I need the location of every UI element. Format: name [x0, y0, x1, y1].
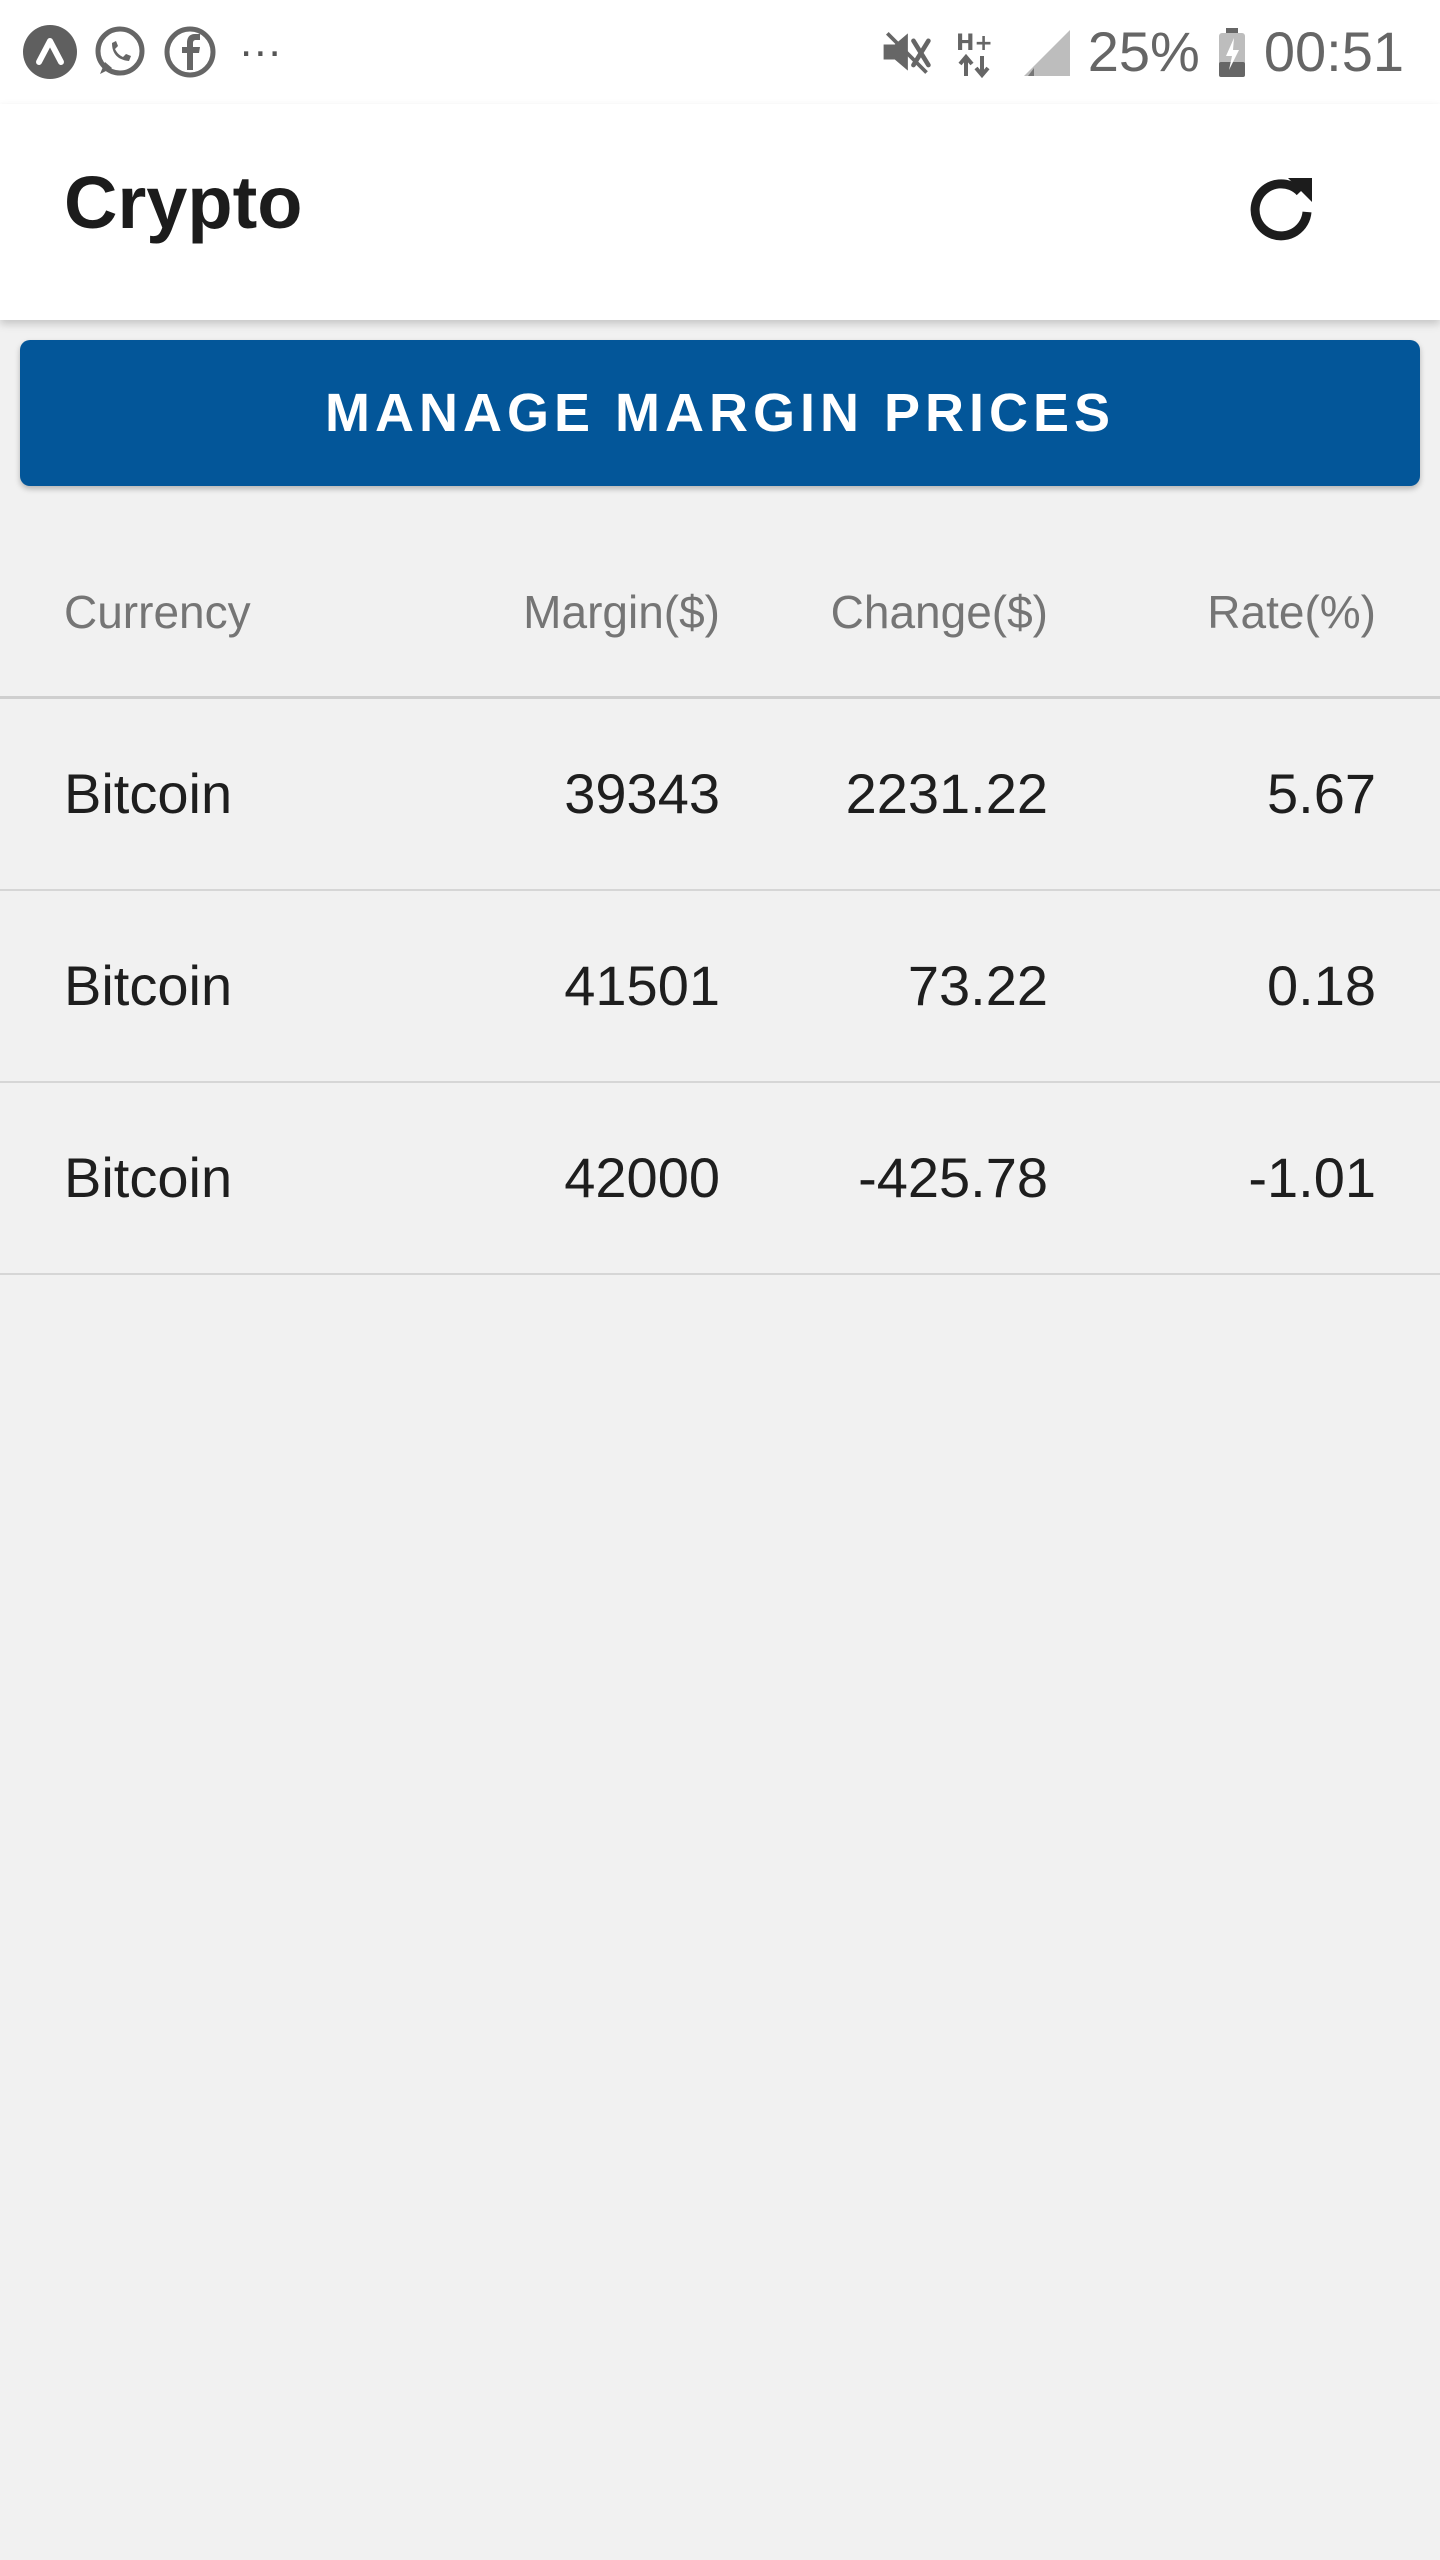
cell-margin: 42000 — [564, 1146, 720, 1209]
refresh-button[interactable] — [1234, 162, 1330, 258]
cell-rate: 0.18 — [1267, 954, 1376, 1017]
status-bar-notifications: ... — [22, 17, 283, 82]
cell-change: 2231.22 — [845, 762, 1048, 825]
cell-rate: -1.01 — [1248, 1146, 1376, 1209]
clock: 00:51 — [1263, 20, 1404, 83]
page-title: Crypto — [64, 161, 303, 244]
battery-percent: 25% — [1087, 20, 1200, 83]
cell-change: -425.78 — [858, 1146, 1048, 1209]
signal-icon — [1018, 24, 1074, 80]
header-rate: Rate(%) — [1207, 586, 1376, 638]
cell-change: 73.22 — [907, 954, 1048, 1017]
header-currency: Currency — [64, 586, 251, 638]
facebook-icon — [162, 24, 218, 80]
cell-rate: 5.67 — [1267, 762, 1376, 825]
overflow-indicator: ... — [240, 17, 283, 66]
vibrate-mute-icon — [878, 24, 934, 80]
network-hplus-icon: H+ — [948, 24, 1004, 80]
table-header: Currency Margin($) Change($) Rate(%) — [0, 528, 1440, 699]
status-bar-system: H+ 25% 00:51 — [878, 18, 1404, 86]
app-icon — [22, 24, 78, 80]
table-row[interactable]: Bitcoin 41501 73.22 0.18 — [0, 891, 1440, 1083]
table-row[interactable]: Bitcoin 39343 2231.22 5.67 — [0, 699, 1440, 891]
cell-margin: 41501 — [564, 954, 720, 1017]
app-bar: Crypto — [0, 104, 1440, 320]
cell-margin: 39343 — [564, 762, 720, 825]
manage-margin-prices-button[interactable]: MANAGE MARGIN PRICES — [20, 340, 1420, 486]
cell-currency: Bitcoin — [64, 954, 233, 1017]
table-row[interactable]: Bitcoin 42000 -425.78 -1.01 — [0, 1083, 1440, 1275]
refresh-icon — [1244, 170, 1320, 251]
status-bar: ... H+ 25% — [0, 0, 1440, 104]
whatsapp-icon — [92, 24, 148, 80]
battery-charging-icon — [1214, 24, 1250, 80]
header-change: Change($) — [830, 586, 1048, 638]
cell-currency: Bitcoin — [64, 1146, 233, 1209]
currency-table: Currency Margin($) Change($) Rate(%) Bit… — [0, 528, 1440, 1275]
header-margin: Margin($) — [523, 586, 720, 638]
svg-text:H+: H+ — [956, 31, 993, 56]
cell-currency: Bitcoin — [64, 762, 233, 825]
